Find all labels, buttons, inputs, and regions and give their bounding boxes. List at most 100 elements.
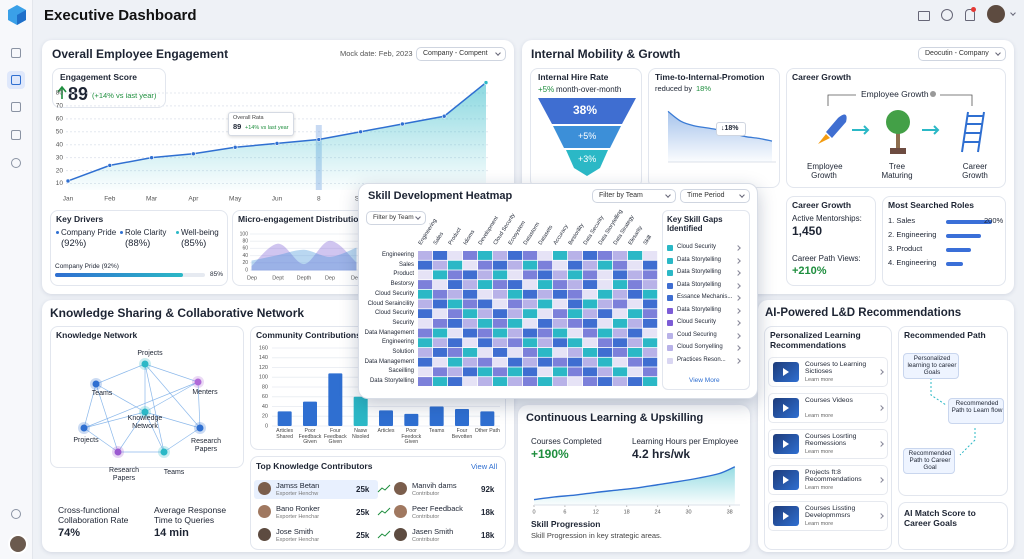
heatmap-cell [478,348,493,357]
network-edge [95,383,119,453]
tree-leaves [886,110,910,134]
learn-more-link[interactable]: Learn more [805,521,834,527]
learn-more-link[interactable]: Learn more [805,449,834,455]
heatmap-cell [493,260,508,270]
heatmap-cell [643,251,658,260]
driver-value: (88%) [125,238,151,249]
user-avatar[interactable] [8,534,28,554]
dropdown[interactable]: Deocutin - Company [918,47,1006,61]
gap-item[interactable]: Coud Securing [677,331,717,338]
contributor-role: Exporter Henchw [276,491,319,497]
view-more-link[interactable]: View More [689,377,720,384]
heatmap-cell [478,289,493,299]
network-edge [117,411,146,453]
heatmap-cell [583,260,598,270]
course-item[interactable]: Courses to Learning Sictioses Learn more [768,357,888,387]
contributor-value: 25k [356,485,370,494]
score-change: (+14% vs last year) [92,91,157,100]
gap-item[interactable]: Data Storytelling [677,269,722,275]
heatmap-cell [478,270,493,280]
gap-item[interactable]: Cloud Security [677,244,717,250]
node-label: Projects [137,350,163,357]
help-icon[interactable] [941,9,953,21]
growth-header: Employee Growth [861,89,929,99]
mail-icon[interactable] [918,11,930,21]
dropdown-label: Company - Compent [423,50,488,57]
heatmap-cell [538,318,553,328]
gap-item[interactable]: Cloud Security [677,319,717,325]
row-label: Solution [392,349,414,355]
heatmap-cell [493,289,508,299]
card-title: Top Knowledge Contributors [256,461,373,471]
dropdown[interactable]: Time Period [680,189,750,203]
bell-icon[interactable] [965,9,975,21]
dropdown[interactable]: Filter by Team [592,189,676,203]
dropdown[interactable]: Company - Compent [416,47,506,61]
course-item[interactable]: Courses Lissting Developmmsrs Learn more [768,501,888,531]
heatmap-cell [448,318,463,328]
learn-more-link[interactable]: Learn more [805,377,834,383]
rocket-flame [818,134,830,144]
path-step: Recommended Path to Learn flow [948,398,1004,424]
point [149,155,154,160]
label: Active Mentorships: [792,214,862,223]
y-tick-label: 60 [242,246,248,252]
driver-value: (85%) [181,238,207,249]
network-edge [95,383,146,413]
view-all-link[interactable]: View All [471,462,498,471]
gap-item[interactable]: Data Storytelling [677,281,722,288]
learn-more-link[interactable]: Learn more [805,413,834,419]
heatmap-cell [448,367,463,377]
heatmap-cell [583,309,598,319]
heatmap-cell [478,357,493,367]
course-item[interactable]: Projects ft:8 Recommendations Learn more [768,465,888,495]
profile-avatar[interactable] [987,5,1005,23]
course-item[interactable]: Courses Videos Learn more [768,393,888,423]
driver-name: Company Pride [61,228,117,237]
heatmap-cell [583,270,598,280]
gaps-panel [662,210,750,390]
swatch [667,295,673,301]
page-title: Executive Dashboard [44,7,197,24]
nav-icon[interactable] [11,158,21,168]
node-label: Projects [73,437,99,444]
settings-icon[interactable] [11,509,21,519]
gap-item[interactable]: Data Storytelling [677,306,722,313]
gap-item[interactable]: Data Storytelling [677,256,722,263]
gap-item[interactable]: Practices Reson... [677,356,726,363]
network-edge [83,411,146,429]
nav-icon[interactable] [11,102,21,112]
heatmap-cell [508,367,523,377]
heatmap-cell [418,289,433,299]
nav-icon[interactable] [11,75,21,85]
funnel-label: 38% [573,103,598,117]
role-bar [946,220,992,224]
tooltip: Overall Rata 89 +14% vs last year [228,112,294,136]
arrow-2 [922,125,940,135]
line [533,466,736,501]
heatmap-cell [568,357,583,367]
heatmap-cell [553,280,568,289]
heatmap-cell [463,289,478,299]
card-title: Community Contributions [256,330,361,340]
role-value: 200% [984,216,1004,225]
learn-more-link[interactable]: Learn more [805,485,834,491]
course-item[interactable]: Courses Losrting Reomessions Learn more [768,429,888,459]
y-tick-label: 40 [56,141,64,148]
value: 1,450 [792,224,823,238]
heatmap-cell [418,318,433,328]
nav-icon[interactable] [11,48,21,58]
chevron [878,405,884,411]
heatmap-cell [553,260,568,270]
card [882,196,1006,286]
nav-icon[interactable] [11,130,21,140]
heatmap-cell [598,348,613,357]
dropdown[interactable]: Filter by Team [366,211,426,225]
network-edge [83,383,97,429]
promotion-chart [667,110,776,163]
heatmap-cell [613,251,628,260]
gap-item[interactable]: Cloud Sorryelling [677,344,723,350]
gap-item[interactable]: Essance Mechanis... [677,294,733,300]
panel-title: Knowledge Sharing & Collaborative Networ… [50,306,305,320]
role-name: 2. Engineering [888,230,937,239]
